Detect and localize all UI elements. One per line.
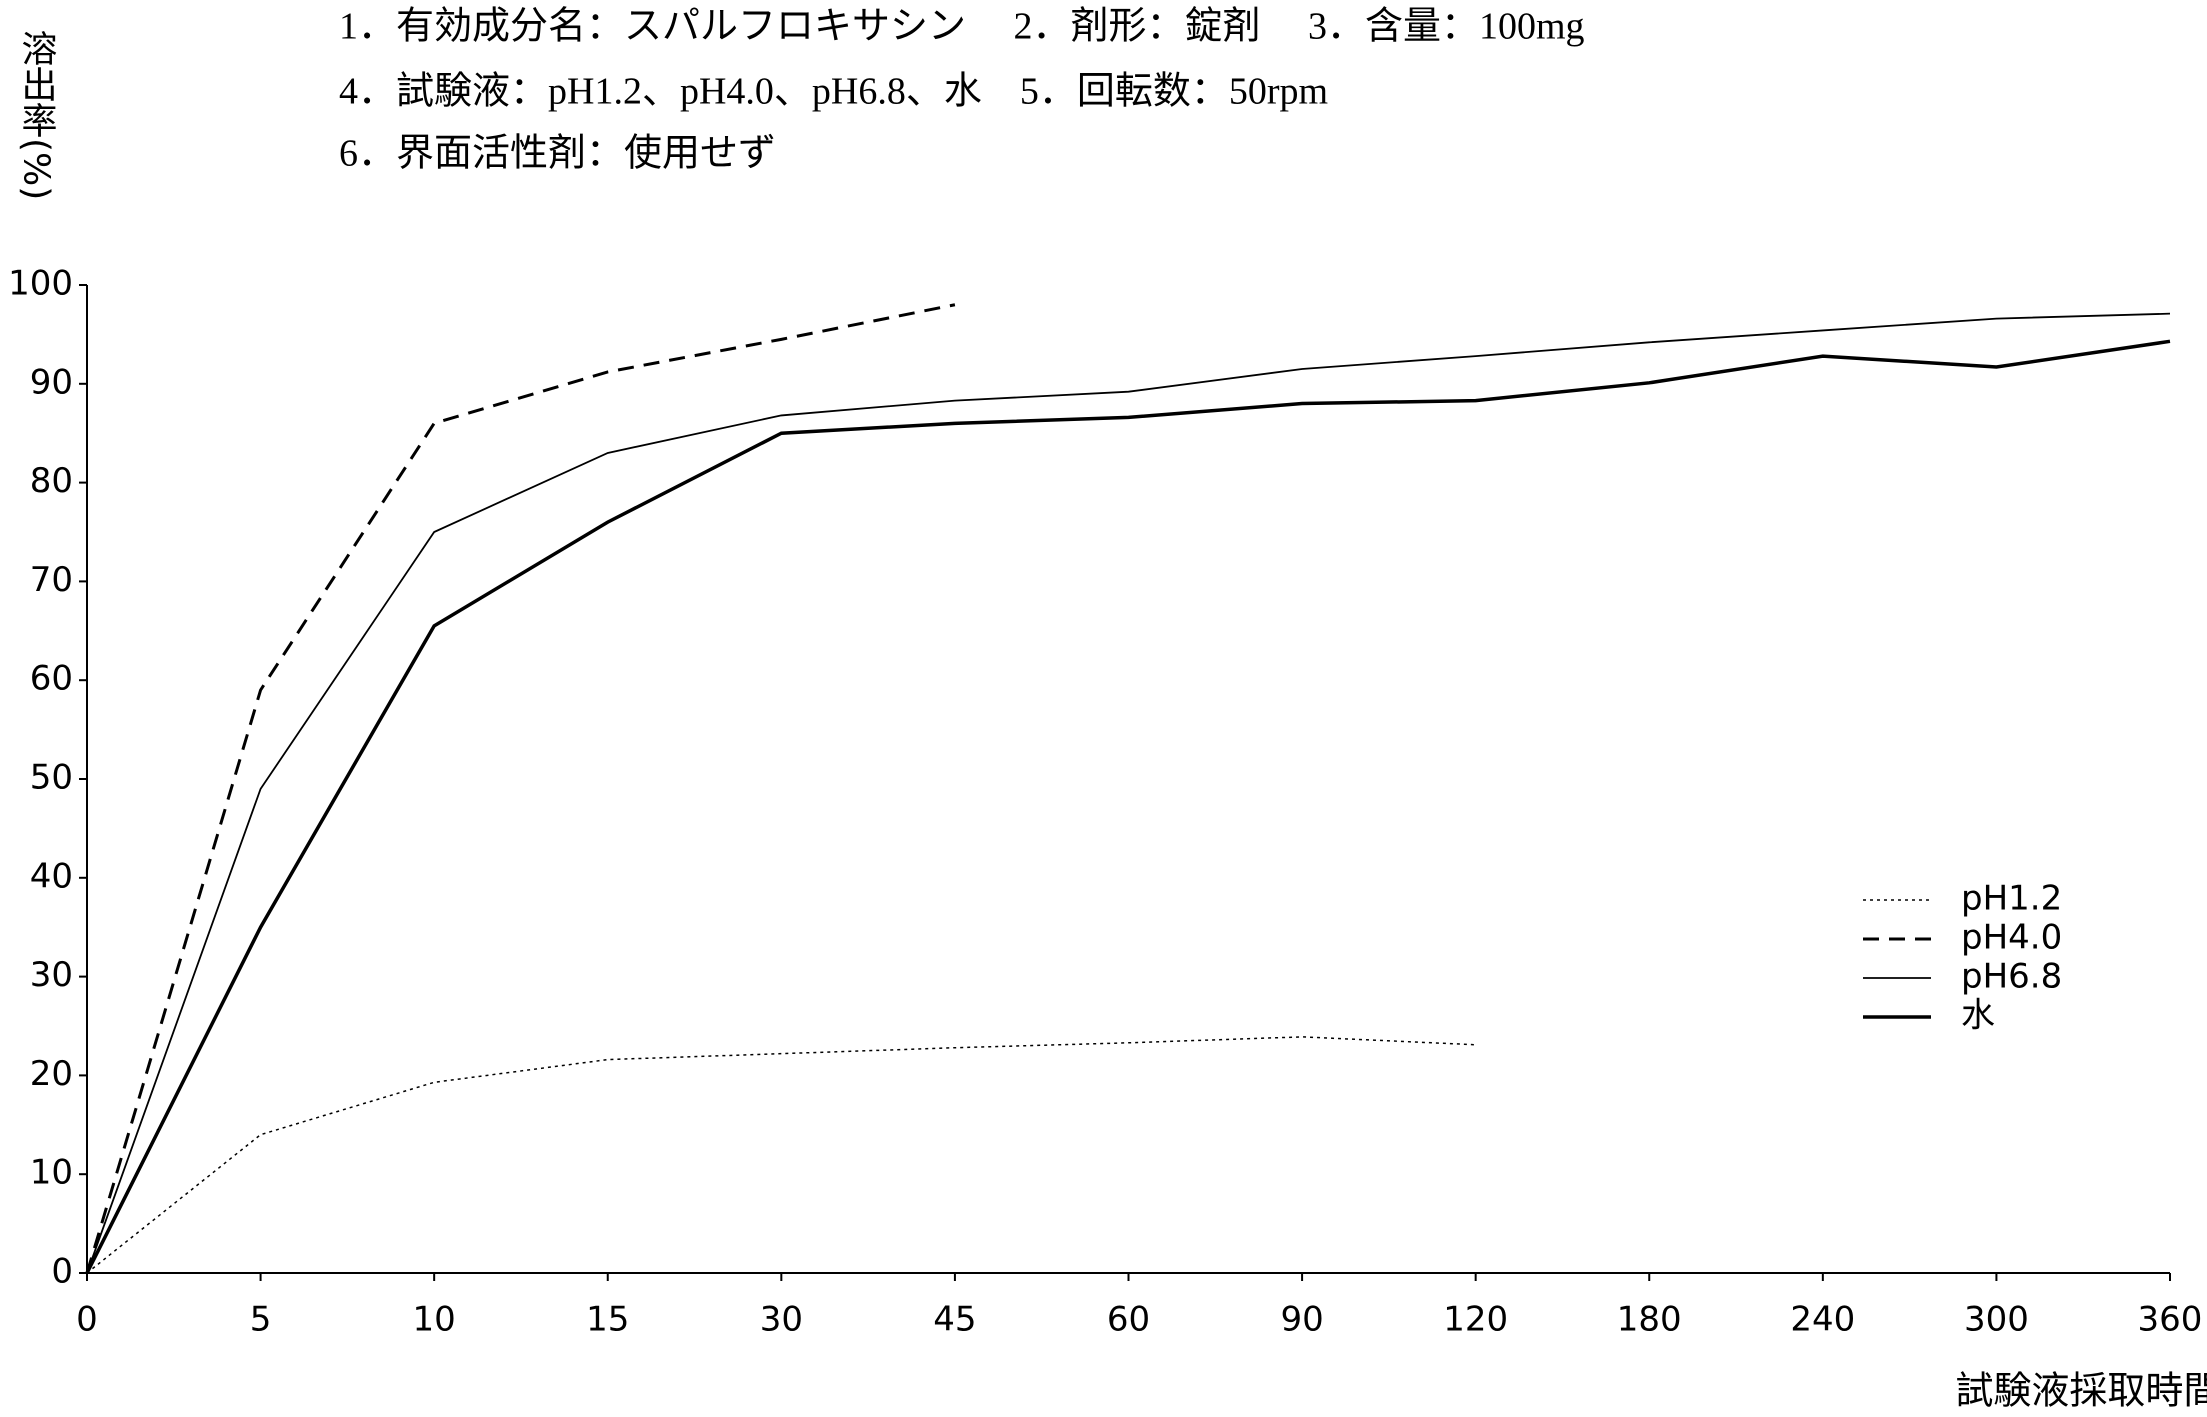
x-tick-label: 180 bbox=[1617, 1300, 1682, 1340]
x-tick-label: 360 bbox=[2138, 1300, 2203, 1340]
series-line bbox=[86, 1036, 1476, 1274]
x-tick-label: 10 bbox=[413, 1300, 456, 1340]
x-tick-label: 120 bbox=[1443, 1300, 1508, 1340]
x-tick-label: 45 bbox=[933, 1300, 976, 1340]
title-line: 1．有効成分名：スパルフロキサシン 2．剤形：錠剤 3．含量：100mg bbox=[339, 6, 1585, 48]
series-line bbox=[86, 312, 2171, 1274]
x-axis-label: 試験液採取時間(分) bbox=[1955, 1371, 2207, 1413]
legend-label: 水 bbox=[1961, 996, 1995, 1036]
y-tick-label: 60 bbox=[30, 659, 73, 699]
y-tick-label: 40 bbox=[30, 856, 73, 896]
y-tick-label: 90 bbox=[30, 362, 73, 402]
series-line bbox=[85, 339, 2171, 1274]
legend-label: pH6.8 bbox=[1961, 957, 2062, 997]
x-tick-label: 90 bbox=[1280, 1300, 1323, 1340]
y-tick-label: 80 bbox=[30, 461, 73, 501]
series-line bbox=[85, 303, 956, 1274]
x-tick-label: 0 bbox=[76, 1300, 98, 1340]
x-tick-label: 5 bbox=[250, 1300, 272, 1340]
y-tick-label: 70 bbox=[30, 560, 73, 600]
title-line: 6．界面活性剤：使用せず bbox=[339, 133, 776, 175]
title-line: 4．試験液：pH1.2、pH4.0、pH6.8、水 5．回転数：50rpm bbox=[339, 71, 1328, 113]
y-tick-label: 30 bbox=[30, 955, 73, 995]
x-tick-label: 30 bbox=[760, 1300, 803, 1340]
y-tick-label: 50 bbox=[30, 758, 73, 798]
y-tick-label: 100 bbox=[8, 264, 73, 304]
y-tick-label: 10 bbox=[30, 1153, 73, 1193]
legend-label: pH1.2 bbox=[1961, 879, 2062, 919]
x-tick-label: 300 bbox=[1964, 1300, 2029, 1340]
x-tick-label: 60 bbox=[1107, 1300, 1150, 1340]
y-tick-label: 0 bbox=[51, 1252, 73, 1292]
x-tick-label: 15 bbox=[586, 1300, 629, 1340]
y-tick-label: 20 bbox=[30, 1054, 73, 1094]
y-axis-label: 溶出率(%) bbox=[16, 30, 57, 201]
x-tick-label: 240 bbox=[1790, 1300, 1855, 1340]
legend-label: pH4.0 bbox=[1961, 918, 2062, 958]
